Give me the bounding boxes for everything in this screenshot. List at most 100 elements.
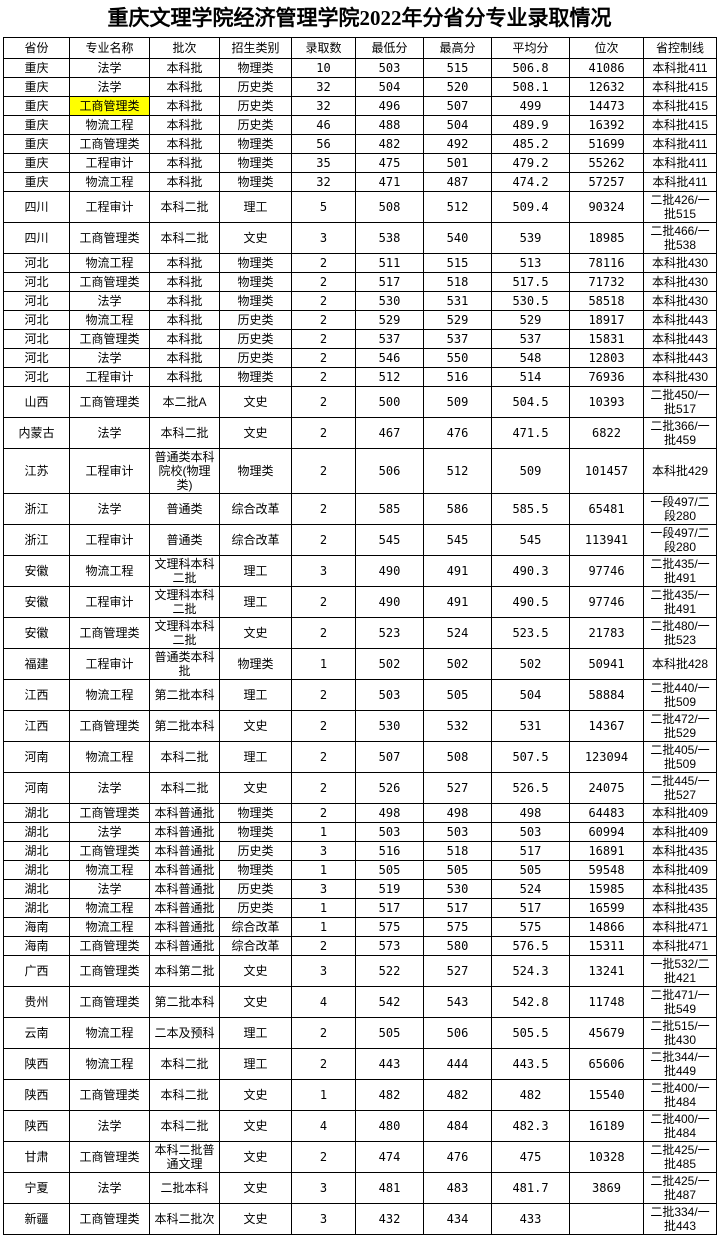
cell-min-score: 502	[355, 648, 424, 680]
table-row: 云南 物流工程 二本及预科 理工 2 505 506 505.5 45679 二批515/一批43…	[3, 1017, 717, 1049]
table-row: 广西 工商管理类 本科第二批 文史 3 522 527 524.3 13241 一批532/二批4…	[3, 955, 717, 987]
cell-min-score: 538	[355, 222, 424, 254]
cell-batch: 本科批	[149, 367, 220, 387]
cell-min-score: 545	[355, 524, 424, 556]
cell-max-score: 575	[423, 917, 492, 937]
cell-category: 文史	[219, 1203, 292, 1235]
cell-rank: 59548	[569, 860, 644, 880]
column-header-category: 招生类别	[219, 37, 292, 59]
cell-count: 3	[291, 1172, 356, 1204]
cell-category: 物理类	[219, 291, 292, 311]
cell-max-score: 545	[423, 524, 492, 556]
cell-rank: 18917	[569, 310, 644, 330]
cell-count: 1	[291, 648, 356, 680]
cell-min-score: 519	[355, 879, 424, 899]
cell-min-score: 512	[355, 367, 424, 387]
cell-control-line: 一批532/二批421	[643, 955, 717, 987]
cell-control-line: 二批426/一批515	[643, 191, 717, 223]
cell-province: 四川	[3, 222, 70, 254]
cell-avg-score: 539	[491, 222, 570, 254]
table-row: 湖北 工商管理类 本科普通批 物理类 2 498 498 498 64483 本科批409	[3, 803, 717, 823]
cell-rank: 10328	[569, 1141, 644, 1173]
cell-rank: 15311	[569, 936, 644, 956]
cell-batch: 本科普通批	[149, 936, 220, 956]
cell-major: 物流工程	[69, 555, 150, 587]
table-row: 安徽 物流工程 文理科本科二批 理工 3 490 491 490.3 97746 二批435/一批…	[3, 555, 717, 587]
cell-count: 32	[291, 96, 356, 116]
cell-rank: 55262	[569, 153, 644, 173]
column-header-min-score: 最低分	[355, 37, 424, 59]
cell-avg-score: 524.3	[491, 955, 570, 987]
cell-batch: 本二批A	[149, 386, 220, 418]
cell-rank: 123094	[569, 741, 644, 773]
cell-rank: 13241	[569, 955, 644, 987]
cell-count: 2	[291, 348, 356, 368]
table-row: 重庆 物流工程 本科批 物理类 32 471 487 474.2 57257 本科批411	[3, 172, 717, 192]
table-body: 重庆 法学 本科批 物理类 10 503 515 506.8 41086 本科批411 重庆 法学 本科…	[3, 58, 717, 1235]
cell-min-score: 506	[355, 448, 424, 494]
cell-rank: 10393	[569, 386, 644, 418]
cell-batch: 本科普通批	[149, 803, 220, 823]
cell-count: 2	[291, 936, 356, 956]
cell-control-line: 本科批411	[643, 134, 717, 154]
cell-province: 宁夏	[3, 1172, 70, 1204]
header-row: 省份 专业名称 批次 招生类别 录取数 最低分 最高分 平均分 位次 省控制线	[3, 37, 717, 59]
cell-control-line: 本科批428	[643, 648, 717, 680]
cell-province: 重庆	[3, 172, 70, 192]
cell-batch: 本科二批	[149, 741, 220, 773]
cell-count: 2	[291, 417, 356, 449]
cell-rank: 57257	[569, 172, 644, 192]
cell-province: 广西	[3, 955, 70, 987]
cell-category: 理工	[219, 191, 292, 223]
cell-count: 2	[291, 291, 356, 311]
cell-province: 重庆	[3, 77, 70, 97]
cell-avg-score: 531	[491, 710, 570, 742]
cell-major: 物流工程	[69, 1048, 150, 1080]
cell-min-score: 474	[355, 1141, 424, 1173]
cell-rank: 65606	[569, 1048, 644, 1080]
cell-count: 2	[291, 710, 356, 742]
cell-rank: 12803	[569, 348, 644, 368]
cell-category: 文史	[219, 710, 292, 742]
cell-count: 1	[291, 822, 356, 842]
cell-control-line: 本科批411	[643, 172, 717, 192]
table-row: 河北 工商管理类 本科批 物理类 2 517 518 517.5 71732 本科批430	[3, 272, 717, 292]
cell-batch: 本科二批	[149, 1048, 220, 1080]
table-row: 四川 工商管理类 本科二批 文史 3 538 540 539 18985 二批466/一批538	[3, 222, 717, 254]
cell-major: 工商管理类	[69, 803, 150, 823]
cell-province: 浙江	[3, 524, 70, 556]
cell-major: 工商管理类	[69, 96, 150, 116]
cell-rank: 21783	[569, 617, 644, 649]
cell-major: 法学	[69, 77, 150, 97]
cell-max-score: 505	[423, 860, 492, 880]
cell-rank: 76936	[569, 367, 644, 387]
cell-major: 工商管理类	[69, 617, 150, 649]
cell-count: 1	[291, 1079, 356, 1111]
cell-control-line: 本科批415	[643, 77, 717, 97]
cell-batch: 本科批	[149, 172, 220, 192]
cell-control-line: 二批472/一批529	[643, 710, 717, 742]
cell-control-line: 本科批435	[643, 879, 717, 899]
cell-max-score: 515	[423, 253, 492, 273]
table-row: 湖北 工商管理类 本科普通批 历史类 3 516 518 517 16891 本科批435	[3, 841, 717, 861]
cell-batch: 第二批本科	[149, 986, 220, 1018]
cell-min-score: 443	[355, 1048, 424, 1080]
cell-category: 理工	[219, 586, 292, 618]
cell-category: 物理类	[219, 860, 292, 880]
cell-min-score: 529	[355, 310, 424, 330]
cell-control-line: 二批344/一批449	[643, 1048, 717, 1080]
cell-batch: 普通类本科批	[149, 648, 220, 680]
cell-category: 理工	[219, 679, 292, 711]
cell-batch: 本科批	[149, 96, 220, 116]
cell-category: 物理类	[219, 803, 292, 823]
table-row: 新疆 工商管理类 本科二批次 文史 3 432 434 433 二批334/一批443	[3, 1203, 717, 1235]
table-row: 河北 法学 本科批 历史类 2 546 550 548 12803 本科批443	[3, 348, 717, 368]
cell-avg-score: 504	[491, 679, 570, 711]
cell-max-score: 482	[423, 1079, 492, 1111]
cell-control-line: 本科批443	[643, 329, 717, 349]
table-row: 河南 法学 本科二批 文史 2 526 527 526.5 24075 二批445/一批527	[3, 772, 717, 804]
cell-major: 工程审计	[69, 586, 150, 618]
cell-category: 物理类	[219, 648, 292, 680]
cell-category: 物理类	[219, 272, 292, 292]
